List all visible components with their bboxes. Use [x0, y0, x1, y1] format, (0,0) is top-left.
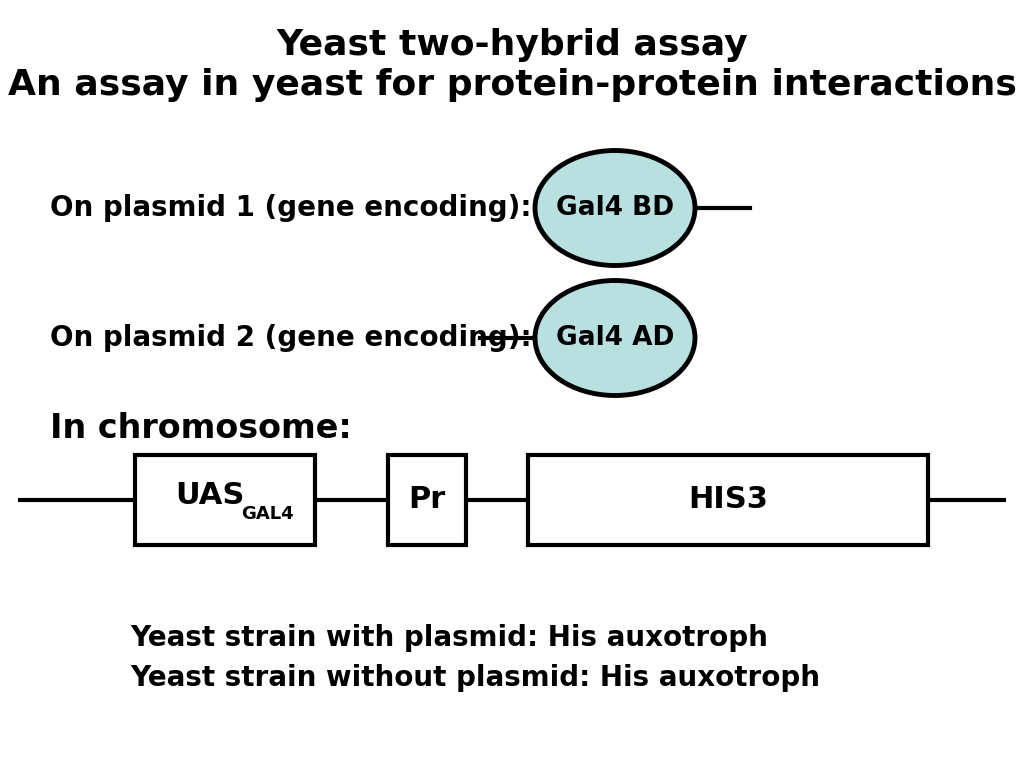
Text: On plasmid 2 (gene encoding):: On plasmid 2 (gene encoding): [50, 324, 531, 352]
Text: Yeast strain without plasmid: His auxotroph: Yeast strain without plasmid: His auxotr… [130, 664, 820, 692]
Text: UAS: UAS [175, 481, 245, 509]
FancyBboxPatch shape [388, 455, 466, 545]
Text: GAL4: GAL4 [241, 505, 293, 523]
Text: Yeast two-hybrid assay: Yeast two-hybrid assay [276, 28, 748, 62]
Text: Gal4 BD: Gal4 BD [556, 195, 674, 221]
Text: Yeast strain with plasmid: His auxotroph: Yeast strain with plasmid: His auxotroph [130, 624, 768, 652]
Text: In chromosome:: In chromosome: [50, 412, 352, 445]
Text: Pr: Pr [409, 485, 445, 515]
Ellipse shape [535, 151, 695, 266]
Text: An assay in yeast for protein-protein interactions: An assay in yeast for protein-protein in… [7, 68, 1017, 102]
FancyBboxPatch shape [135, 455, 315, 545]
Text: HIS3: HIS3 [688, 485, 768, 515]
Text: Gal4 AD: Gal4 AD [556, 325, 674, 351]
Text: On plasmid 1 (gene encoding):: On plasmid 1 (gene encoding): [50, 194, 531, 222]
FancyBboxPatch shape [528, 455, 928, 545]
Ellipse shape [535, 280, 695, 396]
